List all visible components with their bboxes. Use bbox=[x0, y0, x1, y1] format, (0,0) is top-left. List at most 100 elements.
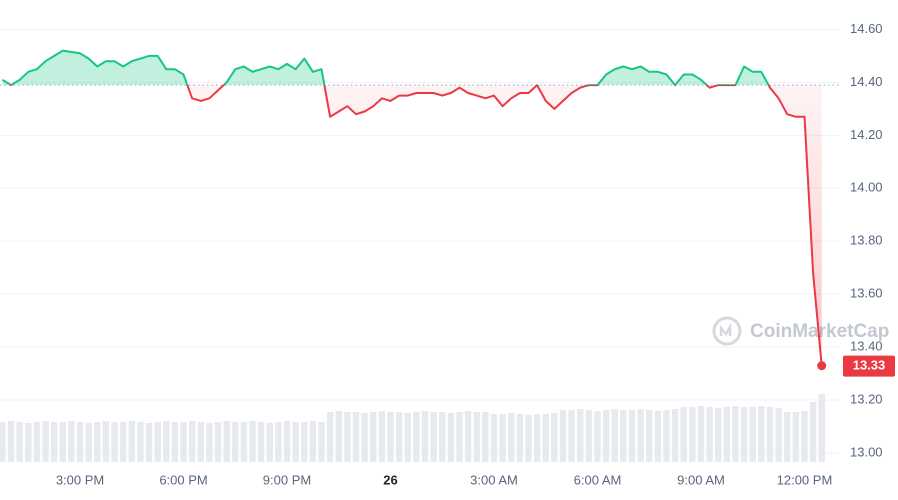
volume-bar bbox=[775, 408, 782, 462]
volume-bar bbox=[447, 413, 455, 462]
volume-bar bbox=[378, 411, 386, 462]
last-point bbox=[817, 361, 827, 371]
volume-bar bbox=[464, 411, 472, 462]
volume-bar bbox=[542, 414, 549, 462]
y-tick-label: 13.40 bbox=[850, 339, 883, 354]
volume-bar bbox=[309, 421, 317, 462]
volume-bar bbox=[430, 412, 437, 462]
y-tick-label: 14.00 bbox=[850, 180, 883, 195]
volume-bar bbox=[240, 422, 248, 462]
volume-bar bbox=[33, 422, 41, 462]
last-price-box bbox=[843, 355, 895, 377]
volume-bar bbox=[266, 423, 273, 462]
y-tick-label: 13.20 bbox=[850, 391, 883, 406]
x-tick-label: 6:00 PM bbox=[159, 472, 207, 487]
volume-bar bbox=[490, 414, 498, 462]
volume-bar bbox=[706, 407, 713, 462]
volume-bar bbox=[232, 422, 239, 462]
volume-bar bbox=[439, 412, 446, 462]
volume-bar bbox=[585, 410, 593, 462]
volume-bar bbox=[361, 413, 368, 462]
volume-bar bbox=[801, 411, 808, 462]
volume-bar bbox=[59, 422, 66, 462]
volume-bar bbox=[568, 410, 575, 462]
volume-bar bbox=[257, 422, 265, 462]
volume-bar bbox=[154, 422, 161, 462]
volume-bar bbox=[663, 410, 670, 462]
x-tick-label: 9:00 PM bbox=[263, 472, 311, 487]
volume-bar bbox=[206, 423, 213, 462]
x-tick-label: 26 bbox=[383, 472, 397, 487]
volume-bar bbox=[533, 414, 541, 462]
volume-bar bbox=[102, 421, 110, 462]
x-tick-label: 12:00 PM bbox=[777, 472, 833, 487]
volume-bar bbox=[654, 411, 662, 462]
last-price-label: 13.33 bbox=[853, 358, 886, 373]
y-tick-label: 13.00 bbox=[850, 444, 883, 459]
volume-bar bbox=[335, 411, 342, 462]
x-tick-label: 9:00 AM bbox=[677, 472, 725, 487]
y-tick-label: 13.60 bbox=[850, 286, 883, 301]
volume-bar bbox=[784, 412, 791, 462]
volume-bar bbox=[421, 411, 429, 462]
volume-bar bbox=[171, 422, 179, 462]
volume-bar bbox=[188, 421, 196, 462]
x-tick-label: 3:00 AM bbox=[470, 472, 518, 487]
x-tick-label: 6:00 AM bbox=[574, 472, 622, 487]
volume-bar bbox=[128, 421, 135, 462]
volume-bar bbox=[508, 413, 515, 462]
volume-bar bbox=[137, 422, 144, 462]
volume-bar bbox=[689, 407, 696, 462]
volume-bar bbox=[404, 413, 411, 462]
area-up bbox=[2, 50, 822, 86]
y-tick-label: 14.60 bbox=[850, 21, 883, 36]
volume-bar bbox=[456, 412, 463, 462]
volume-bar bbox=[646, 410, 653, 462]
volume-bar bbox=[50, 422, 58, 462]
volume-bar bbox=[42, 421, 49, 462]
volume-bar bbox=[7, 421, 15, 462]
volume-bar bbox=[119, 422, 127, 462]
volume-bar bbox=[611, 409, 618, 462]
volume-bar bbox=[551, 413, 558, 462]
volume-bar bbox=[818, 394, 825, 462]
volume-bar bbox=[292, 422, 299, 462]
y-tick-label: 14.40 bbox=[850, 74, 883, 89]
volume-bar bbox=[283, 421, 291, 462]
volume-bar bbox=[197, 422, 204, 462]
volume-bar bbox=[318, 422, 325, 462]
volume-bar bbox=[577, 409, 584, 462]
volume-bar bbox=[525, 415, 532, 462]
volume-bar bbox=[16, 422, 23, 462]
x-tick-label: 3:00 PM bbox=[56, 472, 104, 487]
volume-bar bbox=[214, 422, 222, 462]
volume-bar bbox=[85, 423, 92, 462]
volume-bar bbox=[740, 407, 748, 462]
volume-bar bbox=[723, 407, 731, 462]
price-line-up bbox=[1, 49, 770, 86]
volume-bar bbox=[602, 410, 610, 462]
volume-bar bbox=[628, 410, 636, 462]
volume-bar bbox=[766, 407, 774, 462]
volume-bar bbox=[326, 412, 334, 462]
area-down bbox=[10, 85, 822, 366]
volume-bar bbox=[145, 423, 153, 462]
volume-bar bbox=[352, 412, 360, 462]
volume-bar bbox=[413, 412, 420, 462]
y-tick-label: 13.80 bbox=[850, 233, 883, 248]
volume-bar bbox=[482, 412, 489, 462]
volume-bar bbox=[249, 421, 256, 462]
volume-bar bbox=[68, 421, 75, 462]
price-line-down bbox=[9, 85, 823, 366]
volume-bar bbox=[344, 412, 351, 462]
volume-bar bbox=[180, 422, 187, 462]
volume-bar bbox=[749, 407, 756, 462]
volume-bar bbox=[111, 422, 118, 462]
volume-bar bbox=[499, 414, 506, 462]
volume-bar bbox=[637, 409, 644, 462]
volume-bar bbox=[792, 412, 800, 462]
volume-bar bbox=[94, 422, 101, 462]
volume-bar bbox=[680, 407, 687, 462]
